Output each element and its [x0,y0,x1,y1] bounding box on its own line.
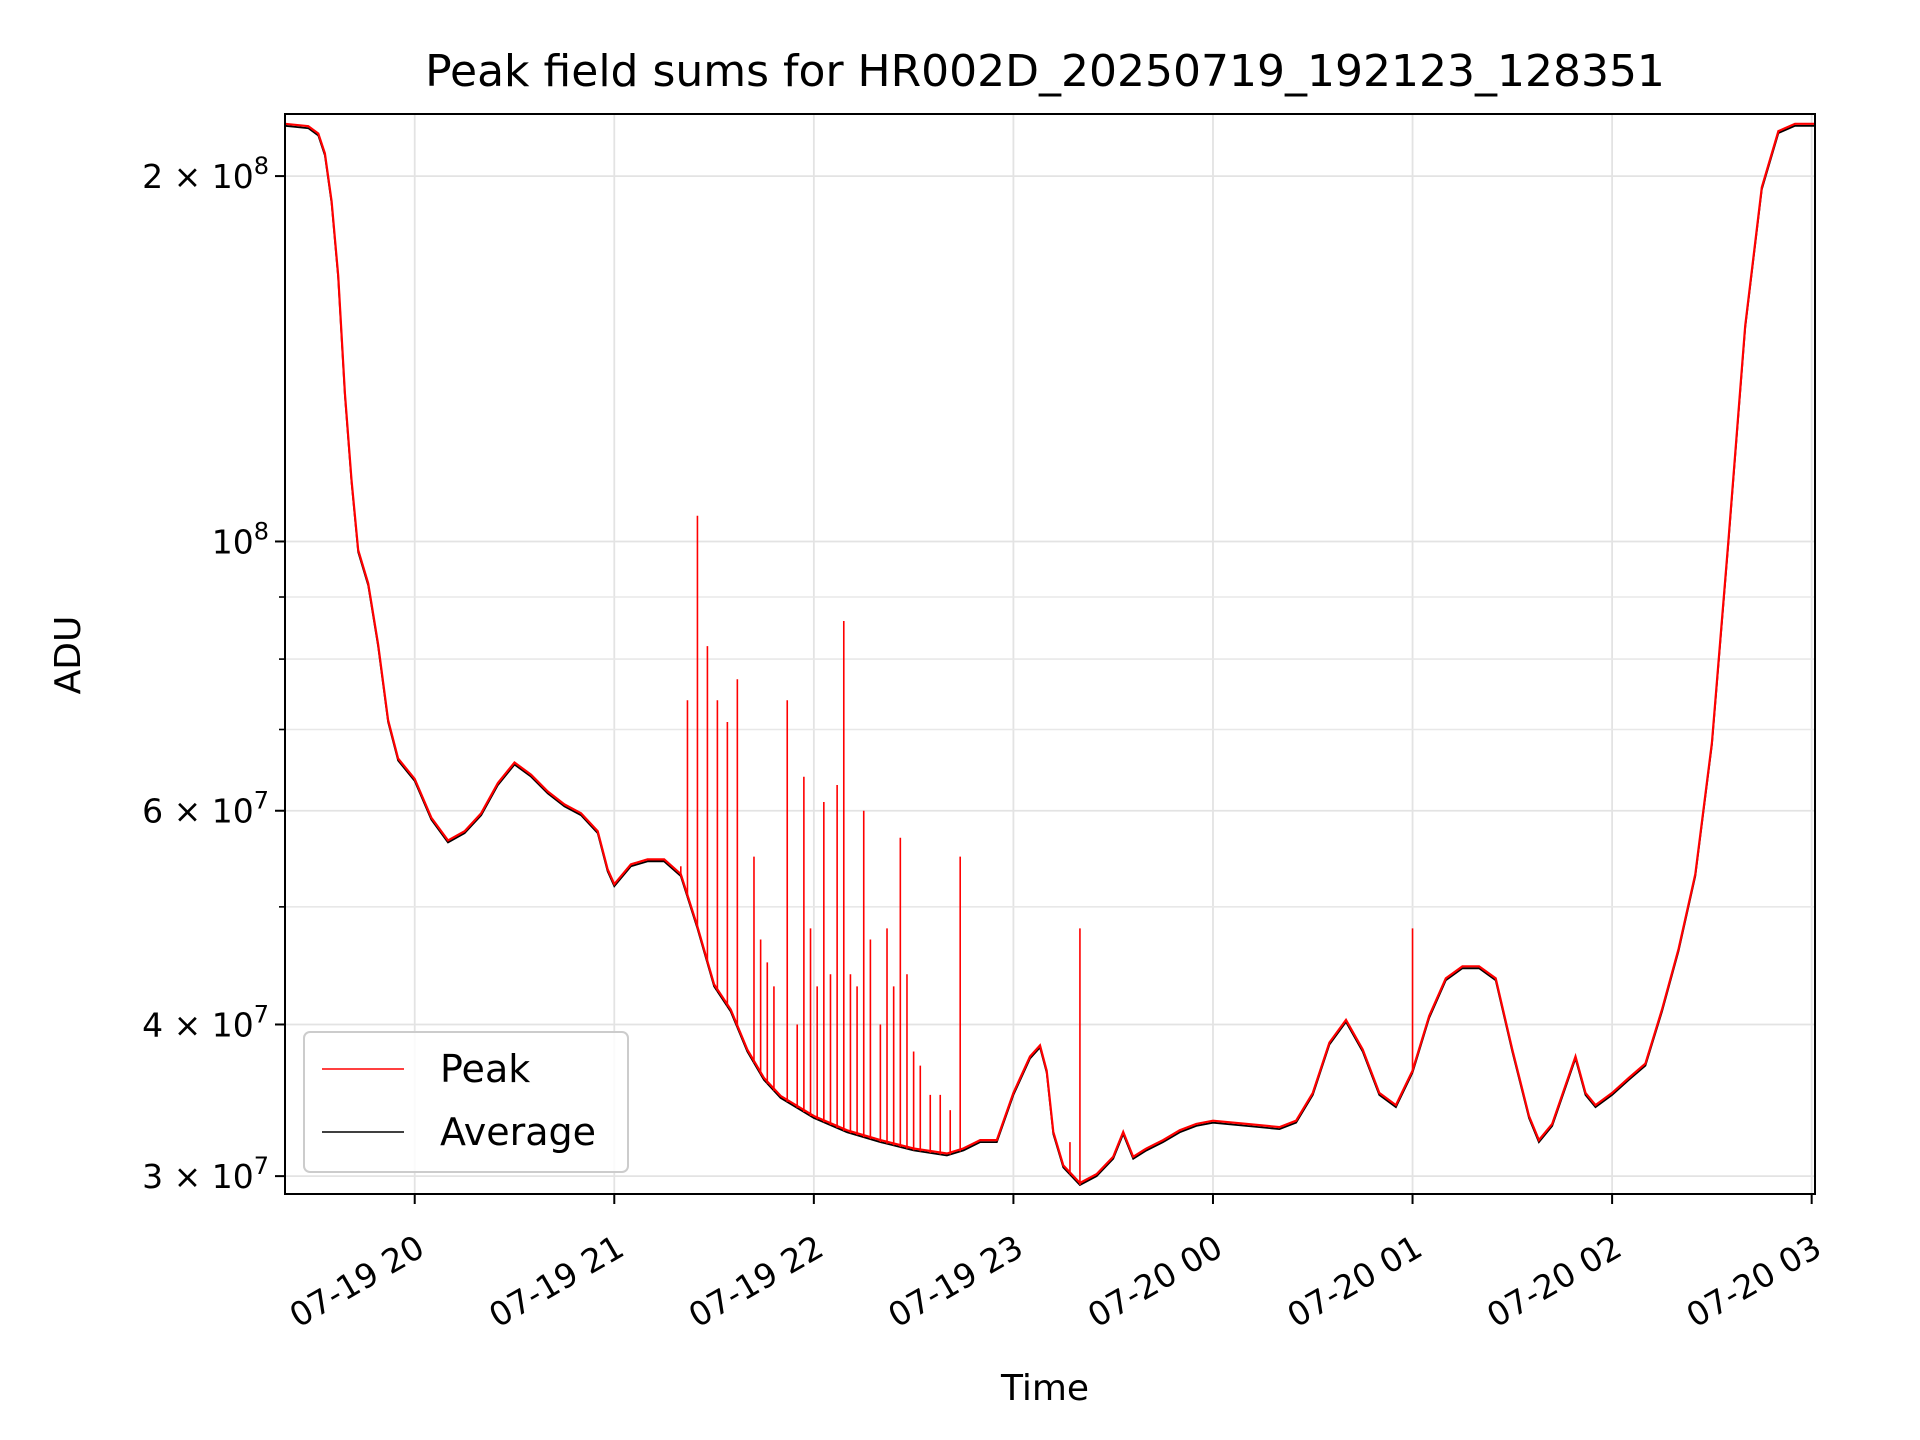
y-axis-label: ADU [48,616,89,695]
y-tick-label: 6 × 107 [142,787,269,831]
chart-title: Peak field sums for HR002D_20250719_1921… [425,46,1665,97]
legend-box [303,1031,629,1173]
legend-average-label: Average [440,1110,596,1154]
peak-line [284,122,1815,1185]
peak-series [284,122,1815,1185]
y-tick-label: 2 × 108 [142,152,269,196]
grid [285,114,1815,1194]
legend-peak-label: Peak [440,1047,530,1091]
x-axis-label: Time [1000,1368,1089,1409]
y-tick-label: 108 [212,517,269,561]
legend: Peak Average [303,1031,629,1173]
y-tick-label: 4 × 107 [142,1000,269,1044]
y-tick-label: 3 × 107 [142,1152,269,1196]
y-axis-ticks: 3 × 107 4 × 107 6 × 107 108 2 × 108 [142,152,285,1196]
plot-area-frame [284,113,1816,1195]
